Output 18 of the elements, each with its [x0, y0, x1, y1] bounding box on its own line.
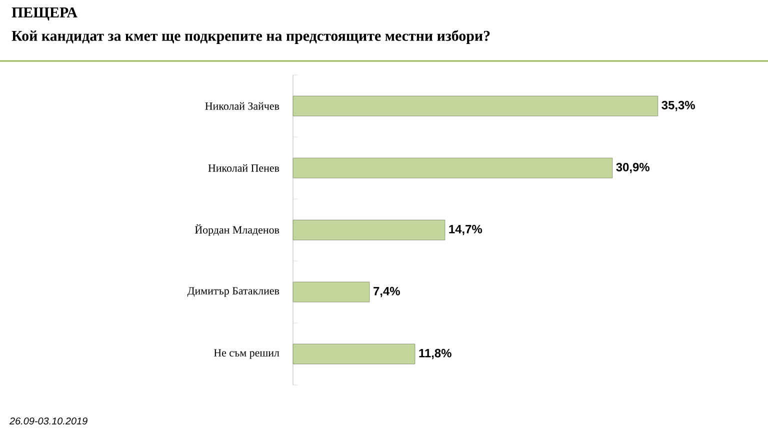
text: 26.09-03.10.2019 — [9, 417, 88, 425]
chart-subtitle: Кой кандидат за кмет ще подкрепите на предстоящите местни избори? — [12, 30, 490, 44]
data-label: 35,3% — [662, 100, 695, 112]
bar — [292, 282, 370, 302]
data-label: 14,7% — [449, 224, 482, 236]
text: ПЕЩЕРА — [12, 7, 78, 21]
bar — [292, 220, 446, 240]
y-tick-label: Йордан Младенов — [194, 224, 280, 236]
data-label: 11,8% — [419, 348, 452, 360]
bar — [292, 344, 416, 364]
y-tick-label: Димитър Батаклиев — [187, 287, 280, 297]
y-tick-label: Николай Зайчев — [205, 102, 280, 110]
bar — [292, 158, 613, 178]
y-tick-label: Николай Пенев — [208, 164, 280, 172]
bar — [292, 96, 658, 116]
data-label: 30,9% — [616, 162, 650, 174]
data-label: 7,4% — [374, 286, 400, 298]
y-tick-label: Не съм решил — [214, 349, 280, 359]
